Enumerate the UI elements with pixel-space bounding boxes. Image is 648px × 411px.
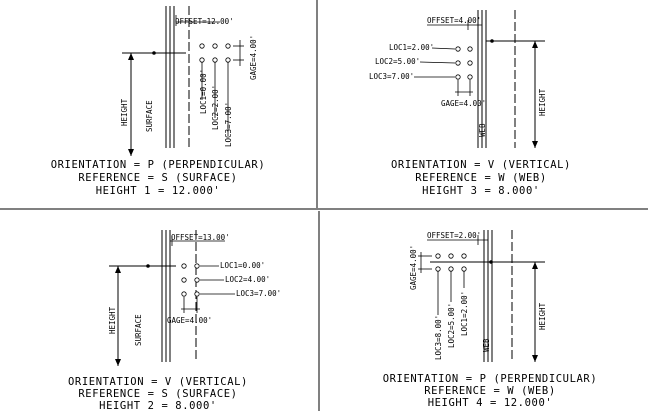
loc-label: LOC3=8.00' — [434, 315, 443, 360]
arrowhead — [532, 355, 538, 362]
loc-label: LOC2=5.00' — [375, 57, 420, 66]
reference-label: WEB — [482, 338, 491, 352]
height-label: HEIGHT — [538, 88, 547, 116]
bolt-hole — [194, 263, 200, 269]
gage-label: GAGE=4.00' — [409, 245, 418, 290]
arrowhead — [128, 53, 134, 60]
caption-reference: REFERENCE = W (WEB) — [424, 385, 556, 397]
panel-1: HEIGHT SURFACE OFFSET=12.00' GAGE=4.00' … — [51, 6, 266, 197]
arrowhead — [115, 266, 121, 273]
caption-reference: REFERENCE = S (SURFACE) — [78, 388, 237, 400]
caption-height: HEIGHT 3 = 8.000' — [422, 185, 540, 197]
bolt-hole — [461, 253, 467, 259]
panel-2: HEIGHT WEB OFFSET=4.00' LOC1=2.00' LOC2=… — [369, 10, 571, 197]
loc-label: LOC1=2.00' — [389, 43, 434, 52]
bolt-hole — [435, 266, 441, 272]
height-label: HEIGHT — [108, 306, 117, 334]
bolt-hole — [194, 277, 200, 283]
panel-4: HEIGHT WEB OFFSET=2.00' GAGE=4.00' LOC3=… — [383, 230, 598, 409]
bolt-hole — [181, 277, 187, 283]
loc-label: LOC1=0.00' — [220, 261, 265, 270]
bolt-hole — [199, 43, 205, 49]
gage-label: GAGE=4.00' — [167, 316, 212, 325]
reference-point — [152, 51, 156, 55]
loc-label: LOC2=4.00' — [225, 275, 270, 284]
caption-height: HEIGHT 4 = 12.000' — [428, 397, 553, 409]
bolt-hole — [448, 266, 454, 272]
bolt-hole — [181, 263, 187, 269]
caption-orientation: ORIENTATION = P (PERPENDICULAR) — [383, 373, 598, 385]
gage-label: GAGE=4.00' — [249, 35, 258, 80]
bolt-hole — [194, 291, 200, 297]
bolt-hole — [181, 291, 187, 297]
bolt-hole — [467, 60, 473, 66]
bolt-hole — [448, 253, 454, 259]
offset-label: OFFSET=13.00' — [171, 233, 230, 242]
caption-reference: REFERENCE = S (SURFACE) — [78, 172, 237, 184]
arrowhead — [532, 262, 538, 269]
bolt-hole — [455, 60, 461, 66]
offset-label: OFFSET=2.00' — [427, 231, 481, 240]
caption-orientation: ORIENTATION = V (VERTICAL) — [68, 376, 248, 388]
arrowhead — [532, 41, 538, 48]
reference-label: WEB — [478, 123, 487, 137]
loc-label: LOC3=7.00' — [224, 102, 233, 147]
offset-label: OFFSET=4.00' — [427, 16, 481, 25]
bolt-hole — [461, 266, 467, 272]
loc-label: LOC1=2.00' — [460, 291, 469, 336]
bolt-hole — [225, 57, 231, 63]
arrowhead — [532, 141, 538, 148]
bolt-hole — [435, 253, 441, 259]
reference-label: SURFACE — [145, 100, 154, 132]
caption-orientation: ORIENTATION = P (PERPENDICULAR) — [51, 159, 266, 171]
bolt-hole — [225, 43, 231, 49]
loc-label: LOC2=2.00' — [211, 85, 220, 130]
bolt-hole — [212, 57, 218, 63]
bolt-hole — [467, 74, 473, 80]
caption-height: HEIGHT 1 = 12.000' — [96, 185, 221, 197]
loc-label: LOC3=7.00' — [236, 289, 281, 298]
caption-reference: REFERENCE = W (WEB) — [415, 172, 547, 184]
bolt-hole — [212, 43, 218, 49]
caption-orientation: ORIENTATION = V (VERTICAL) — [391, 159, 571, 171]
gage-label: GAGE=4.00' — [441, 99, 486, 108]
reference-point — [489, 260, 493, 264]
reference-point — [490, 39, 494, 43]
bolt-hole — [199, 57, 205, 63]
reference-point — [146, 264, 150, 268]
arrowhead — [115, 359, 121, 366]
caption-height: HEIGHT 2 = 8.000' — [99, 400, 217, 411]
bolt-hole — [467, 46, 473, 52]
bolt-hole — [455, 46, 461, 52]
reference-label: SURFACE — [134, 314, 143, 346]
loc-label: LOC3=7.00' — [369, 72, 414, 81]
loc-leader — [419, 61, 456, 64]
panel-3: HEIGHT SURFACE OFFSET=13.00' LOC1=0.00' … — [68, 230, 281, 411]
loc-label: LOC1=0.00' — [199, 69, 208, 114]
bolt-hole — [455, 74, 461, 80]
loc-label: LOC2=5.00' — [447, 303, 456, 348]
height-label: HEIGHT — [538, 302, 547, 330]
arrowhead — [128, 149, 134, 156]
offset-label: OFFSET=12.00' — [175, 17, 234, 26]
height-label: HEIGHT — [120, 98, 129, 126]
loc-leader — [431, 47, 456, 50]
